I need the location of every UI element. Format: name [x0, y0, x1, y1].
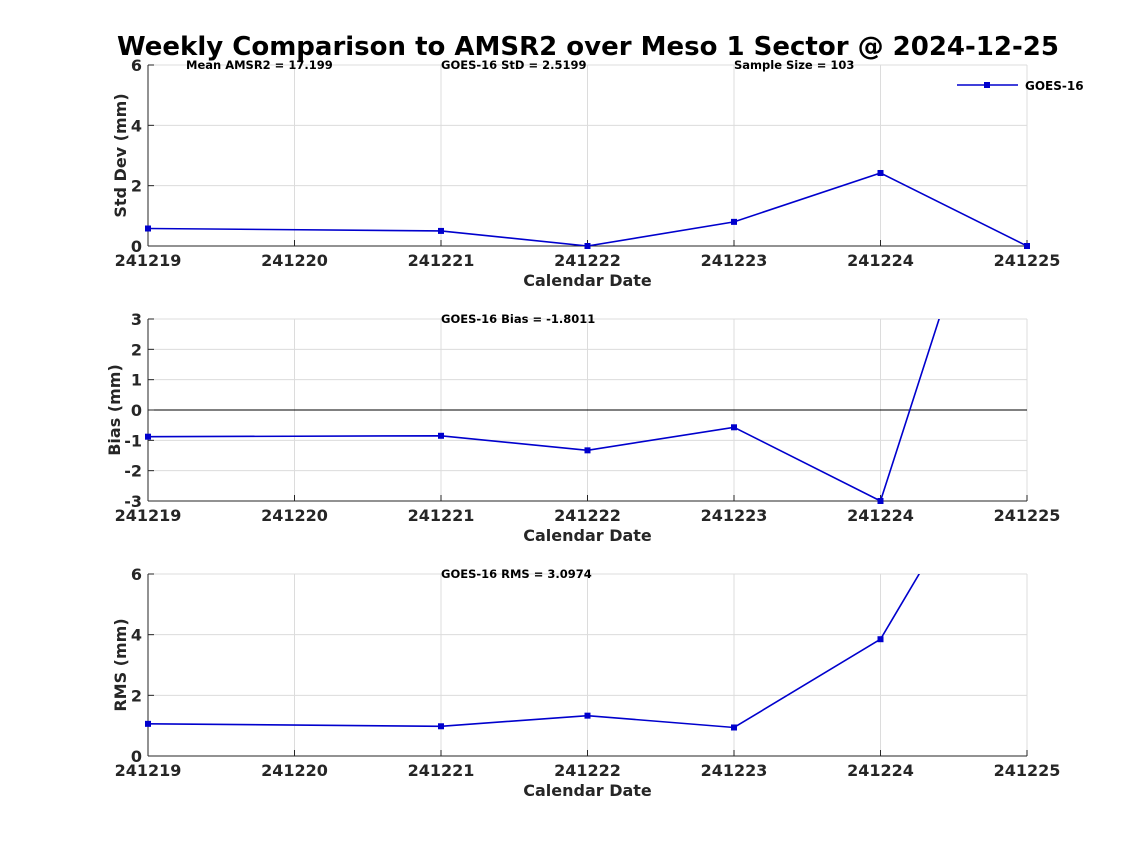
stat-annotation: Sample Size = 103 — [734, 58, 854, 72]
x-tick-label: 241220 — [261, 761, 328, 780]
x-tick-label: 241219 — [115, 506, 182, 525]
x-tick-label: 241225 — [994, 251, 1061, 270]
x-tick-label: 241223 — [701, 506, 768, 525]
y-axis-label: RMS (mm) — [111, 618, 130, 711]
data-point — [438, 723, 444, 730]
data-point — [145, 720, 151, 727]
data-point — [438, 227, 444, 234]
figure-title: Weekly Comparison to AMSR2 over Meso 1 S… — [117, 32, 1059, 62]
series-line-goes-16 — [148, 319, 940, 501]
x-tick-label: 241219 — [115, 251, 182, 270]
data-point — [584, 447, 591, 454]
x-axis-label: Calendar Date — [523, 781, 652, 800]
x-tick-label: 241220 — [261, 251, 328, 270]
x-tick-label: 241223 — [701, 251, 768, 270]
stat-annotation: Mean AMSR2 = 17.199 — [186, 58, 333, 72]
y-tick-label: 2 — [131, 177, 142, 196]
y-tick-label: 2 — [131, 686, 142, 705]
y-tick-label: 4 — [131, 626, 142, 645]
x-tick-label: 241221 — [408, 251, 475, 270]
x-axis-label: Calendar Date — [523, 271, 652, 290]
subplots: 241219 241220 241221 241222 241223 241224 2412… — [105, 56, 1084, 800]
y-tick-label: 4 — [131, 116, 142, 135]
legend: GOES-16 — [957, 79, 1084, 93]
data-point — [731, 424, 737, 431]
y-tick-label: 6 — [131, 56, 142, 75]
stat-annotation: GOES-16 StD = 2.5199 — [441, 58, 586, 72]
x-tick-label: 241225 — [994, 506, 1061, 525]
x-tick-label: 241221 — [408, 761, 475, 780]
x-tick-label: 241221 — [408, 506, 475, 525]
subplot-rms: 241219 241220 241221 241222 241223 241224 2412… — [111, 565, 1061, 800]
y-tick-label: 0 — [131, 401, 142, 420]
x-tick-label: 241220 — [261, 506, 328, 525]
x-axis-label: Calendar Date — [523, 526, 652, 545]
stat-annotation: GOES-16 RMS = 3.0974 — [441, 567, 592, 581]
x-tick-label: 241224 — [847, 251, 914, 270]
subplot-bias: 241219 241220 241221 241222 241223 241224 2412… — [105, 310, 1061, 545]
data-point — [877, 636, 884, 643]
y-tick-label: 0 — [131, 237, 142, 256]
stat-annotation: GOES-16 Bias = -1.8011 — [441, 312, 595, 326]
x-tick-label: 241225 — [994, 761, 1061, 780]
legend-marker — [984, 82, 990, 88]
series-line-goes-16 — [148, 172, 1027, 246]
series-line-goes-16 — [148, 574, 921, 729]
data-point — [584, 712, 591, 719]
y-tick-label: -3 — [124, 492, 142, 511]
y-axis-label: Std Dev (mm) — [111, 93, 130, 217]
data-point — [145, 433, 151, 440]
y-tick-label: 0 — [131, 747, 142, 766]
x-tick-label: 241219 — [115, 761, 182, 780]
y-tick-label: -1 — [124, 431, 142, 450]
data-point — [1024, 243, 1030, 249]
y-axis-label: Bias (mm) — [105, 364, 124, 456]
legend-label: GOES-16 — [1025, 79, 1084, 93]
data-point — [731, 724, 737, 731]
x-tick-label: 241222 — [554, 761, 621, 780]
y-tick-label: 1 — [131, 371, 142, 390]
y-tick-label: -2 — [124, 462, 142, 481]
x-tick-label: 241224 — [847, 761, 914, 780]
x-tick-label: 241223 — [701, 761, 768, 780]
x-tick-label: 241222 — [554, 506, 621, 525]
data-point — [877, 498, 884, 504]
x-tick-label: 241222 — [554, 251, 621, 270]
data-point — [877, 169, 884, 176]
y-tick-label: 3 — [131, 310, 142, 329]
x-tick-label: 241224 — [847, 506, 914, 525]
data-point — [145, 225, 151, 232]
y-tick-label: 2 — [131, 340, 142, 359]
data-point — [438, 432, 444, 439]
data-point — [731, 218, 737, 225]
y-tick-label: 6 — [131, 565, 142, 584]
data-point — [584, 243, 591, 249]
subplot-std-dev: 241219 241220 241221 241222 241223 241224 2412… — [111, 56, 1084, 290]
